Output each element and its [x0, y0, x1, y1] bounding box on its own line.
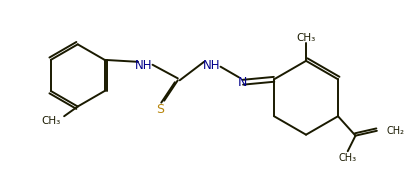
Text: CH₂: CH₂	[387, 126, 405, 136]
Text: CH₃: CH₃	[296, 33, 315, 42]
Text: NH: NH	[203, 59, 221, 72]
Text: NH: NH	[135, 59, 153, 72]
Text: CH₃: CH₃	[339, 153, 357, 163]
Text: S: S	[156, 103, 164, 116]
Text: N: N	[238, 76, 247, 89]
Text: CH₃: CH₃	[41, 116, 60, 126]
